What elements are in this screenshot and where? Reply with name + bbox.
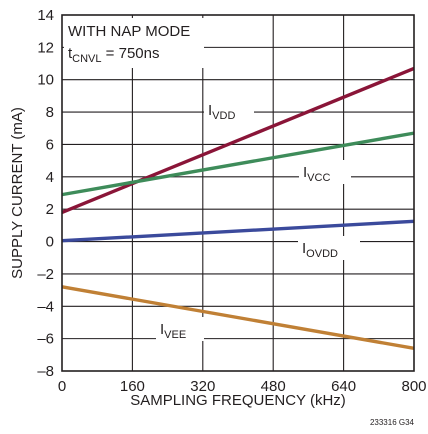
y-tick-label: –8 — [37, 363, 54, 380]
series-labels: IVDD IVCC IOVDD IVEE — [160, 102, 338, 341]
tick-labels: 0 160 320 480 640 800 –8 –6 –4 –2 0 2 4 6 8 10 12 14 — [37, 7, 426, 395]
x-tick-label: 640 — [331, 378, 356, 395]
series-lines — [61, 66, 415, 351]
grid — [62, 15, 414, 371]
y-tick-label: 10 — [37, 72, 54, 89]
series-label-bg — [156, 317, 204, 341]
y-tick-label: 4 — [46, 169, 54, 186]
annotation-line-1: WITH NAP MODE — [68, 23, 190, 40]
series-label-ivee: IVEE — [160, 321, 186, 341]
series-line-ivcc — [61, 131, 415, 197]
x-axis-title: SAMPLING FREQUENCY (kHz) — [130, 392, 346, 409]
series-line-ivee — [61, 285, 415, 351]
y-tick-label: 6 — [46, 136, 54, 153]
y-tick-label: –4 — [37, 298, 54, 315]
y-tick-label: 14 — [37, 7, 54, 24]
series-label-ivdd: IVDD — [208, 102, 235, 122]
plot-frame — [61, 14, 415, 372]
y-tick-label: 2 — [46, 201, 54, 218]
figure-id: 233316 G34 — [370, 418, 415, 427]
annotation-line-2: tCNVL = 750ns — [68, 45, 159, 65]
series-line-iovdd — [61, 219, 415, 243]
x-tick-label: 160 — [120, 378, 145, 395]
x-tick-label: 320 — [190, 378, 215, 395]
x-tick-label: 800 — [401, 378, 426, 395]
y-tick-label: 8 — [46, 104, 54, 121]
annotation-background — [64, 18, 204, 68]
series-label-bg — [298, 236, 360, 260]
x-tick-label: 480 — [261, 378, 286, 395]
series-label-ivcc: IVCC — [303, 164, 330, 184]
series-label-bg — [299, 160, 351, 184]
y-axis-title: SUPPLY CURRENT (mA) — [9, 107, 26, 279]
series-label-iovdd: IOVDD — [302, 240, 338, 260]
y-tick-label: –6 — [37, 331, 54, 348]
series-line-ivdd — [61, 66, 415, 214]
series-label-bg — [204, 98, 254, 122]
y-tick-label: –2 — [37, 266, 54, 283]
y-tick-label: 12 — [37, 39, 54, 56]
x-tick-label: 0 — [58, 378, 66, 395]
series-label-backgrounds — [156, 98, 360, 341]
y-tick-label: 0 — [46, 234, 54, 251]
